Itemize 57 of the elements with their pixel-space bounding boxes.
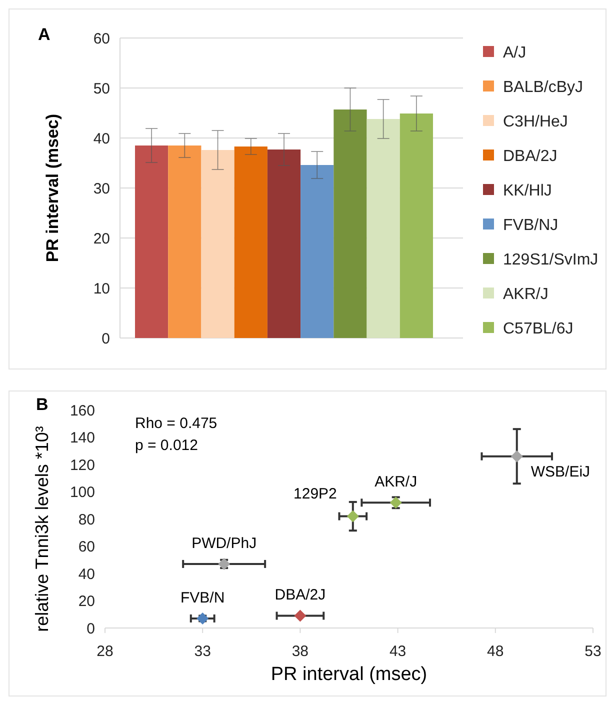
legend-label: C57BL/6J — [503, 320, 574, 338]
bar — [267, 150, 301, 338]
y-axis-title: relative Tnni3k levels *10³ — [32, 426, 52, 632]
chart-title: B — [36, 395, 48, 414]
y-axis-title: PR interval (msec) — [43, 114, 62, 262]
annotation: Rho = 0.475 — [135, 415, 218, 432]
x-tick-label: 43 — [389, 643, 406, 660]
series-label: DBA/2J — [274, 586, 326, 604]
legend-label: KK/HlJ — [503, 182, 552, 200]
legend-label: C3H/HeJ — [503, 114, 568, 131]
legend-label: DBA/2J — [503, 148, 558, 166]
point — [346, 510, 359, 522]
y-tick-label: 160 — [70, 402, 95, 420]
legend-label: A/J — [503, 44, 526, 62]
annotation: p = 0.012 — [135, 437, 198, 454]
y-tick-label: 140 — [70, 430, 95, 446]
x-tick-label: 33 — [194, 643, 211, 660]
y-tick-label: 80 — [78, 511, 95, 528]
y-tick-label: 0 — [86, 620, 95, 638]
bar — [334, 110, 367, 338]
y-tick-label: 10 — [93, 280, 110, 298]
bar — [400, 114, 433, 338]
legend-label: 129S1/SvImJ — [503, 252, 598, 269]
point — [510, 450, 523, 462]
x-tick-label: 28 — [96, 643, 114, 660]
bar — [201, 150, 234, 338]
y-tick-label: 40 — [93, 130, 110, 148]
legend-label: BALB/cByJ — [503, 79, 584, 96]
legend-label: FVB/NJ — [503, 217, 558, 234]
series-label: PWD/PhJ — [192, 534, 257, 552]
x-axis-title: PR interval (msec) — [270, 664, 428, 685]
bar — [300, 165, 334, 338]
bar — [135, 146, 168, 338]
bar — [234, 146, 268, 338]
series-label: AKR/J — [374, 474, 418, 491]
x-tick-label: 53 — [584, 643, 602, 660]
point — [294, 610, 306, 622]
y-tick-label: 50 — [93, 80, 110, 98]
y-tick-label: 20 — [78, 593, 95, 610]
series-label: FVB/N — [180, 589, 225, 606]
y-tick-label: 100 — [70, 484, 95, 501]
series-label: WSB/EiJ — [530, 463, 590, 480]
y-tick-label: 0 — [102, 330, 110, 348]
y-tick-label: 60 — [78, 538, 95, 556]
chart-title: A — [38, 25, 50, 44]
y-tick-label: 30 — [93, 180, 110, 198]
point — [196, 612, 209, 624]
y-tick-label: 20 — [93, 230, 110, 248]
x-tick-label: 38 — [292, 643, 309, 660]
y-tick-label: 120 — [70, 456, 95, 474]
x-tick-label: 48 — [487, 643, 504, 660]
bar — [168, 146, 202, 338]
y-tick-label: 60 — [93, 30, 110, 48]
legend-label: AKR/J — [503, 286, 548, 304]
bar — [366, 119, 400, 338]
series-label: 129P2 — [294, 485, 337, 502]
y-tick-label: 40 — [78, 566, 95, 583]
